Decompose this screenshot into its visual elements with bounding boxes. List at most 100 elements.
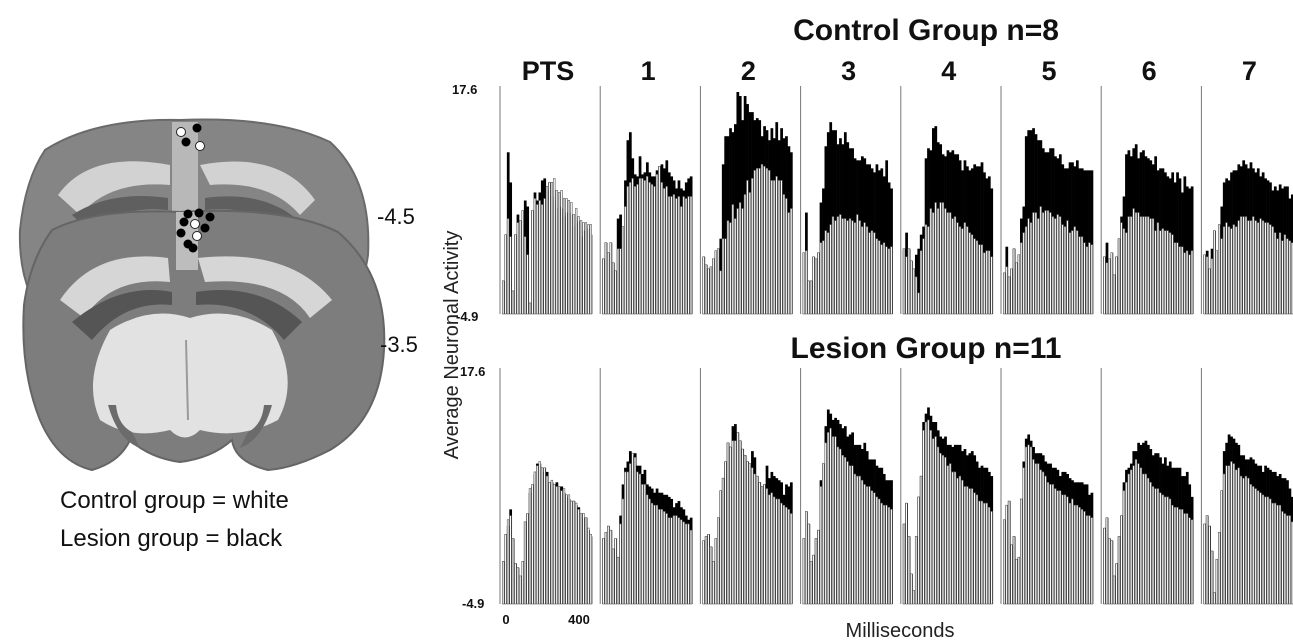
bar-second-tone xyxy=(1256,222,1260,315)
bar-second-tone xyxy=(1134,212,1138,315)
panel-control-3 xyxy=(800,86,893,315)
y-tick-top-lesion: 17.6 xyxy=(460,364,485,379)
bar-second-tone xyxy=(1261,220,1265,315)
bar-second-tone xyxy=(1012,536,1016,605)
panel-control-2 xyxy=(699,86,793,315)
bar-second-tone xyxy=(619,523,622,605)
bar-second-tone xyxy=(565,494,568,605)
bar-second-tone xyxy=(983,252,986,315)
bar-second-tone xyxy=(758,168,761,315)
bar-second-tone xyxy=(1090,244,1093,315)
bar-second-tone xyxy=(650,184,654,315)
bar-second-tone xyxy=(572,214,575,315)
bar-second-tone xyxy=(787,212,790,315)
bar-second-tone xyxy=(1007,276,1011,315)
bar-first-tone xyxy=(829,122,833,315)
bar-second-tone xyxy=(1218,531,1221,605)
bar-second-tone xyxy=(927,419,930,605)
bar-second-tone xyxy=(961,228,964,315)
bar-second-tone xyxy=(1122,228,1126,315)
bar-second-tone xyxy=(990,256,993,315)
bar-second-tone xyxy=(1173,506,1177,605)
bar-second-tone xyxy=(885,246,888,315)
bar-second-tone xyxy=(665,186,668,315)
bar-second-tone xyxy=(579,220,583,315)
bar-second-tone xyxy=(545,186,549,315)
bar-second-tone xyxy=(1227,226,1231,315)
bar-second-tone xyxy=(1171,234,1174,315)
bar-second-tone xyxy=(629,463,632,605)
bar-second-tone xyxy=(817,529,820,605)
bar-second-tone xyxy=(1044,210,1047,315)
bar-second-tone xyxy=(682,196,685,315)
bar-second-tone xyxy=(528,488,532,605)
bar-second-tone xyxy=(751,178,754,315)
bar-second-tone xyxy=(680,206,683,315)
bar-second-tone xyxy=(648,498,651,605)
bar-second-tone xyxy=(770,180,773,315)
bar-second-tone xyxy=(607,252,610,315)
bar-second-tone xyxy=(824,442,827,605)
bar-second-tone xyxy=(631,452,634,605)
bar-second-tone xyxy=(1110,540,1113,605)
bar-second-tone xyxy=(975,494,979,605)
bar-second-tone xyxy=(731,204,734,315)
bar-second-tone xyxy=(1132,465,1135,605)
bar-second-tone xyxy=(843,218,847,315)
bar-second-tone xyxy=(1190,519,1194,605)
bar-second-tone xyxy=(1024,226,1028,315)
bar-second-tone xyxy=(917,496,920,605)
bar-second-tone xyxy=(1076,504,1079,605)
bar-second-tone xyxy=(1034,463,1037,605)
bar-second-tone xyxy=(579,513,583,605)
bar-second-tone xyxy=(946,465,949,605)
bar-second-tone xyxy=(572,500,575,605)
bar-second-tone xyxy=(1130,469,1133,605)
bar-second-tone xyxy=(917,292,920,315)
bar-second-tone xyxy=(966,226,969,315)
bar-second-tone xyxy=(1120,222,1123,315)
bar-second-tone xyxy=(521,210,524,315)
bar-second-tone xyxy=(1044,475,1047,605)
bar-first-tone xyxy=(824,146,828,314)
bar-second-tone xyxy=(1068,232,1072,315)
bar-second-tone xyxy=(521,561,524,605)
bar-second-tone xyxy=(802,252,805,315)
bar-second-tone xyxy=(704,536,708,605)
bar-second-tone xyxy=(949,212,952,315)
bar-second-tone xyxy=(1286,515,1289,605)
bar-second-tone xyxy=(736,432,739,605)
bar-first-tone xyxy=(887,182,891,314)
bar-second-tone xyxy=(717,248,720,315)
bar-second-tone xyxy=(533,471,536,605)
bar-first-tone xyxy=(736,92,740,315)
bar-second-tone xyxy=(890,509,893,605)
bar-second-tone xyxy=(611,262,615,315)
bar-second-tone xyxy=(1144,216,1147,315)
bar-second-tone xyxy=(1252,216,1255,315)
psth-chart: Control Group n=8 Lesion Group n=11 PTS 1… xyxy=(441,14,1293,642)
bar-second-tone xyxy=(934,436,937,605)
group-title-lesion: Lesion Group n=11 xyxy=(791,332,1062,365)
bar-second-tone xyxy=(648,182,651,315)
bar-second-tone xyxy=(1122,490,1126,605)
bar-second-tone xyxy=(1271,226,1274,315)
bar-second-tone xyxy=(1168,498,1172,605)
bar-second-tone xyxy=(865,226,869,315)
legend-control: Control group = white xyxy=(60,487,289,514)
panel-lesion-pts xyxy=(499,368,593,605)
bar-second-tone xyxy=(660,509,663,605)
bar-second-tone xyxy=(729,222,732,315)
bar-second-tone xyxy=(1088,242,1091,315)
electrode-markers xyxy=(176,123,215,253)
bar-second-tone xyxy=(1176,506,1179,605)
bar-second-tone xyxy=(777,498,781,605)
bar-second-tone xyxy=(1288,515,1291,605)
bar-second-tone xyxy=(848,218,852,315)
bar-second-tone xyxy=(516,222,519,315)
bar-second-tone xyxy=(1066,220,1069,315)
bar-second-tone xyxy=(1227,465,1231,605)
bar-second-tone xyxy=(772,496,776,605)
bar-second-tone xyxy=(1188,517,1191,605)
bar-second-tone xyxy=(929,430,932,605)
